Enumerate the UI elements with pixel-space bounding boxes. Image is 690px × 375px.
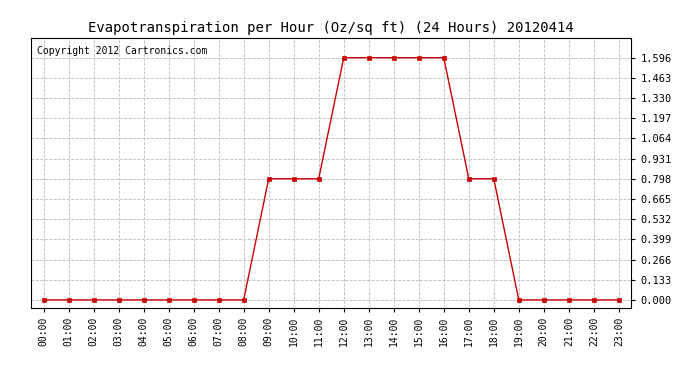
Text: Copyright 2012 Cartronics.com: Copyright 2012 Cartronics.com xyxy=(37,46,208,56)
Title: Evapotranspiration per Hour (Oz/sq ft) (24 Hours) 20120414: Evapotranspiration per Hour (Oz/sq ft) (… xyxy=(88,21,574,35)
